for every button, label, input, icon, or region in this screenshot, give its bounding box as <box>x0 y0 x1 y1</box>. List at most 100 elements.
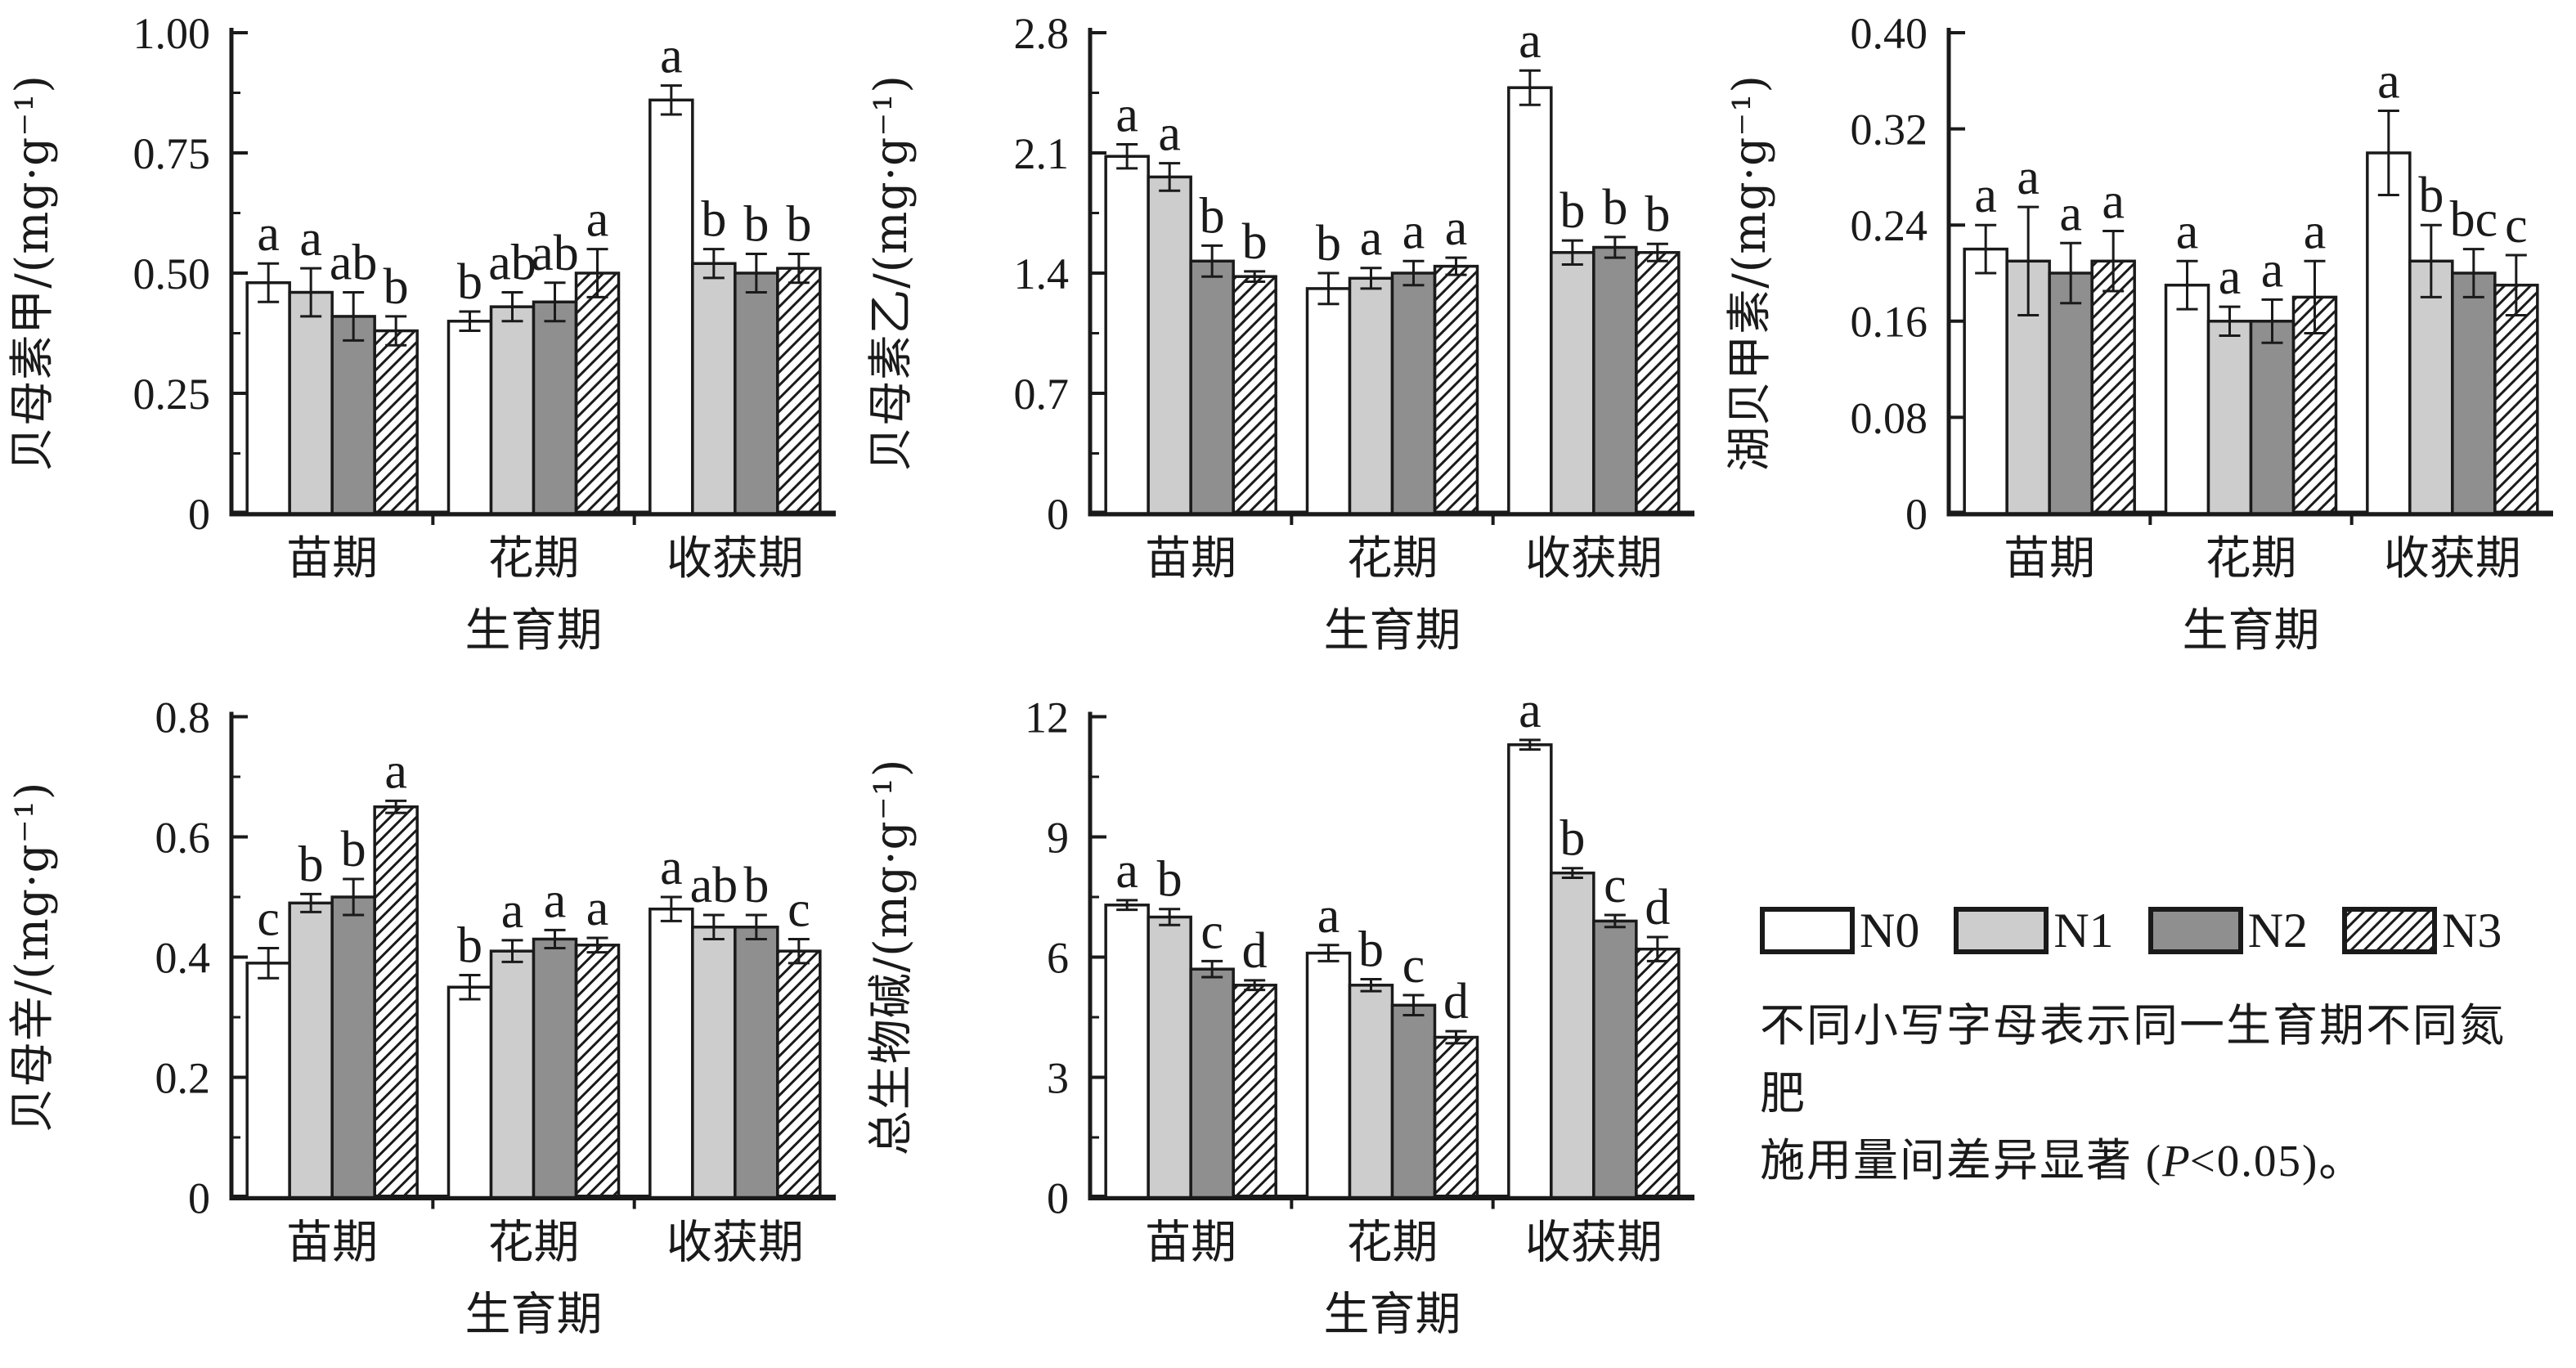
significance-letter: ab <box>330 235 378 291</box>
note-line2-pre: 施用量间差异显著 ( <box>1760 1136 2163 1186</box>
category-label: 收获期 <box>1525 1218 1663 1269</box>
chart-hupehenine: 0 0.08 0.16 0.24 0.32 0.40 苗期 a a a a 花期 a a a a 收获期 a b bc… <box>1717 0 2576 684</box>
bar-n1-g1 <box>489 305 536 515</box>
bar-n2-g1 <box>2249 320 2296 515</box>
legend-swatch-n0-icon <box>1760 907 1855 954</box>
significance-letter: b <box>1560 183 1585 239</box>
bar-n0-g1 <box>2164 283 2210 515</box>
significance-letter: b <box>2418 168 2444 223</box>
bar-n0-g1 <box>1305 287 1352 515</box>
significance-letter: b <box>1157 852 1183 908</box>
bar-n3-g1 <box>1433 264 1479 515</box>
bar-n3-g0 <box>1232 984 1277 1200</box>
significance-letter: a <box>2377 54 2400 110</box>
bar-n3-g2 <box>776 949 822 1200</box>
significance-letter: a <box>1974 168 1997 223</box>
significance-letter: ab <box>690 858 738 913</box>
category-label: 苗期 <box>286 1218 378 1269</box>
chart-peimine: 0 0.25 0.50 0.75 1.00 苗期 a a ab b 花期 b ab ab a 收获期 a b b b 生… <box>0 0 859 684</box>
bar-n1-g1 <box>489 949 536 1200</box>
y-tick-label: 0.75 <box>133 129 211 178</box>
significance-letter: a <box>660 840 683 895</box>
significance-letter: b <box>1602 180 1627 235</box>
bar-n2-g0 <box>330 315 376 515</box>
significance-letter: a <box>1519 13 1542 69</box>
bar-n1-g2 <box>1550 871 1595 1200</box>
y-tick-label: 0 <box>188 1173 210 1222</box>
significance-letter: a <box>2059 186 2082 241</box>
category-label: 苗期 <box>1145 534 1236 585</box>
bar-n3-g1 <box>1433 1035 1479 1200</box>
significance-letter: b <box>1242 214 1268 270</box>
x-axis-title: 生育期 <box>1324 606 1461 657</box>
significance-letter: d <box>1443 974 1469 1029</box>
legend-swatch-n3-icon <box>2342 907 2438 954</box>
significance-letter: b <box>457 254 482 310</box>
significance-letter: c <box>788 881 810 937</box>
bar-n0-g2 <box>648 98 694 515</box>
x-axis-title: 生育期 <box>465 1290 603 1341</box>
significance-letter: a <box>2304 204 2327 259</box>
y-tick-label: 1.00 <box>133 9 211 58</box>
y-axis-title: 贝母辛/(mg·g⁻¹) <box>6 782 58 1133</box>
note-p-symbol: P <box>2162 1136 2190 1186</box>
bar-n1-g2 <box>2408 259 2454 515</box>
bar-n2-g1 <box>1390 1003 1437 1200</box>
bar-n3-g1 <box>574 944 621 1200</box>
category-label: 收获期 <box>1525 534 1663 585</box>
note-line2-post: <0.05)。 <box>2189 1136 2366 1186</box>
bar-n0-g2 <box>1507 743 1553 1200</box>
bar-n2-g1 <box>532 300 578 515</box>
y-tick-label: 0.25 <box>133 370 211 419</box>
bar-n3-g0 <box>1232 275 1277 515</box>
significance-letter: b <box>1645 186 1670 242</box>
y-tick-label: 1.4 <box>1014 249 1070 298</box>
bar-n0-g0 <box>1104 155 1150 515</box>
chart-total-alkaloid: 0 3 6 9 12 苗期 a b c d 花期 a b c d 收获期 a b c d 生育期 总生物碱/(mg·g⁻¹… <box>859 684 1717 1368</box>
bar-n0-g2 <box>2366 151 2412 515</box>
category-label: 收获期 <box>666 1218 804 1269</box>
legend-label-n0: N0 <box>1860 904 1920 958</box>
y-tick-label: 0 <box>1047 490 1069 539</box>
bar-n3-g1 <box>574 271 621 515</box>
bar-n2-g2 <box>734 271 779 515</box>
legend-swatch-n2-icon <box>2147 907 2243 954</box>
significance-letter: a <box>384 743 407 799</box>
bar-n0-g1 <box>1305 951 1352 1200</box>
legend-swatch-n1-icon <box>1954 907 2049 954</box>
category-label: 花期 <box>488 534 580 585</box>
significance-letter: b <box>1358 922 1384 977</box>
bar-n3-g2 <box>1635 947 1681 1200</box>
significance-note: 不同小写字母表示同一生育期不同氮肥 施用量间差异显著 (P<0.05)。 <box>1760 993 2545 1195</box>
category-label: 苗期 <box>2004 534 2095 585</box>
bar-n0-g2 <box>1507 86 1553 515</box>
bar-n1-g0 <box>1147 175 1192 515</box>
significance-letter: b <box>1200 188 1225 244</box>
y-axis-title: 湖贝甲素/(mg·g⁻¹) <box>1723 74 1775 472</box>
significance-letter: a <box>586 881 609 936</box>
significance-letter: a <box>1317 888 1340 944</box>
y-axis-title: 总生物碱/(mg·g⁻¹) <box>864 759 917 1156</box>
y-tick-label: 0.6 <box>155 813 211 862</box>
significance-letter: a <box>1360 211 1383 267</box>
significance-letter: b <box>457 918 482 974</box>
y-tick-label: 2.1 <box>1014 129 1070 178</box>
bar-n0-g0 <box>1963 247 2008 515</box>
category-label: 收获期 <box>666 534 804 585</box>
significance-letter: b <box>786 196 811 252</box>
significance-letter: a <box>544 872 567 928</box>
significance-letter: b <box>298 836 324 892</box>
significance-letter: b <box>701 192 726 248</box>
bar-n3-g2 <box>1635 251 1681 515</box>
bar-n3-g2 <box>776 267 822 515</box>
significance-letter: a <box>2176 204 2199 259</box>
bar-n0-g2 <box>648 907 694 1200</box>
bar-n2-g1 <box>1390 271 1437 515</box>
y-tick-label: 0.2 <box>155 1053 211 1102</box>
y-tick-label: 0 <box>188 490 210 539</box>
legend-and-note: N0 N1 N2 N3 不同小写字母表示同一生育期不同氮肥 施用量间差异显著 (… <box>1717 684 2576 1368</box>
bar-n3-g0 <box>2090 259 2136 515</box>
bar-n3-g0 <box>373 329 419 515</box>
